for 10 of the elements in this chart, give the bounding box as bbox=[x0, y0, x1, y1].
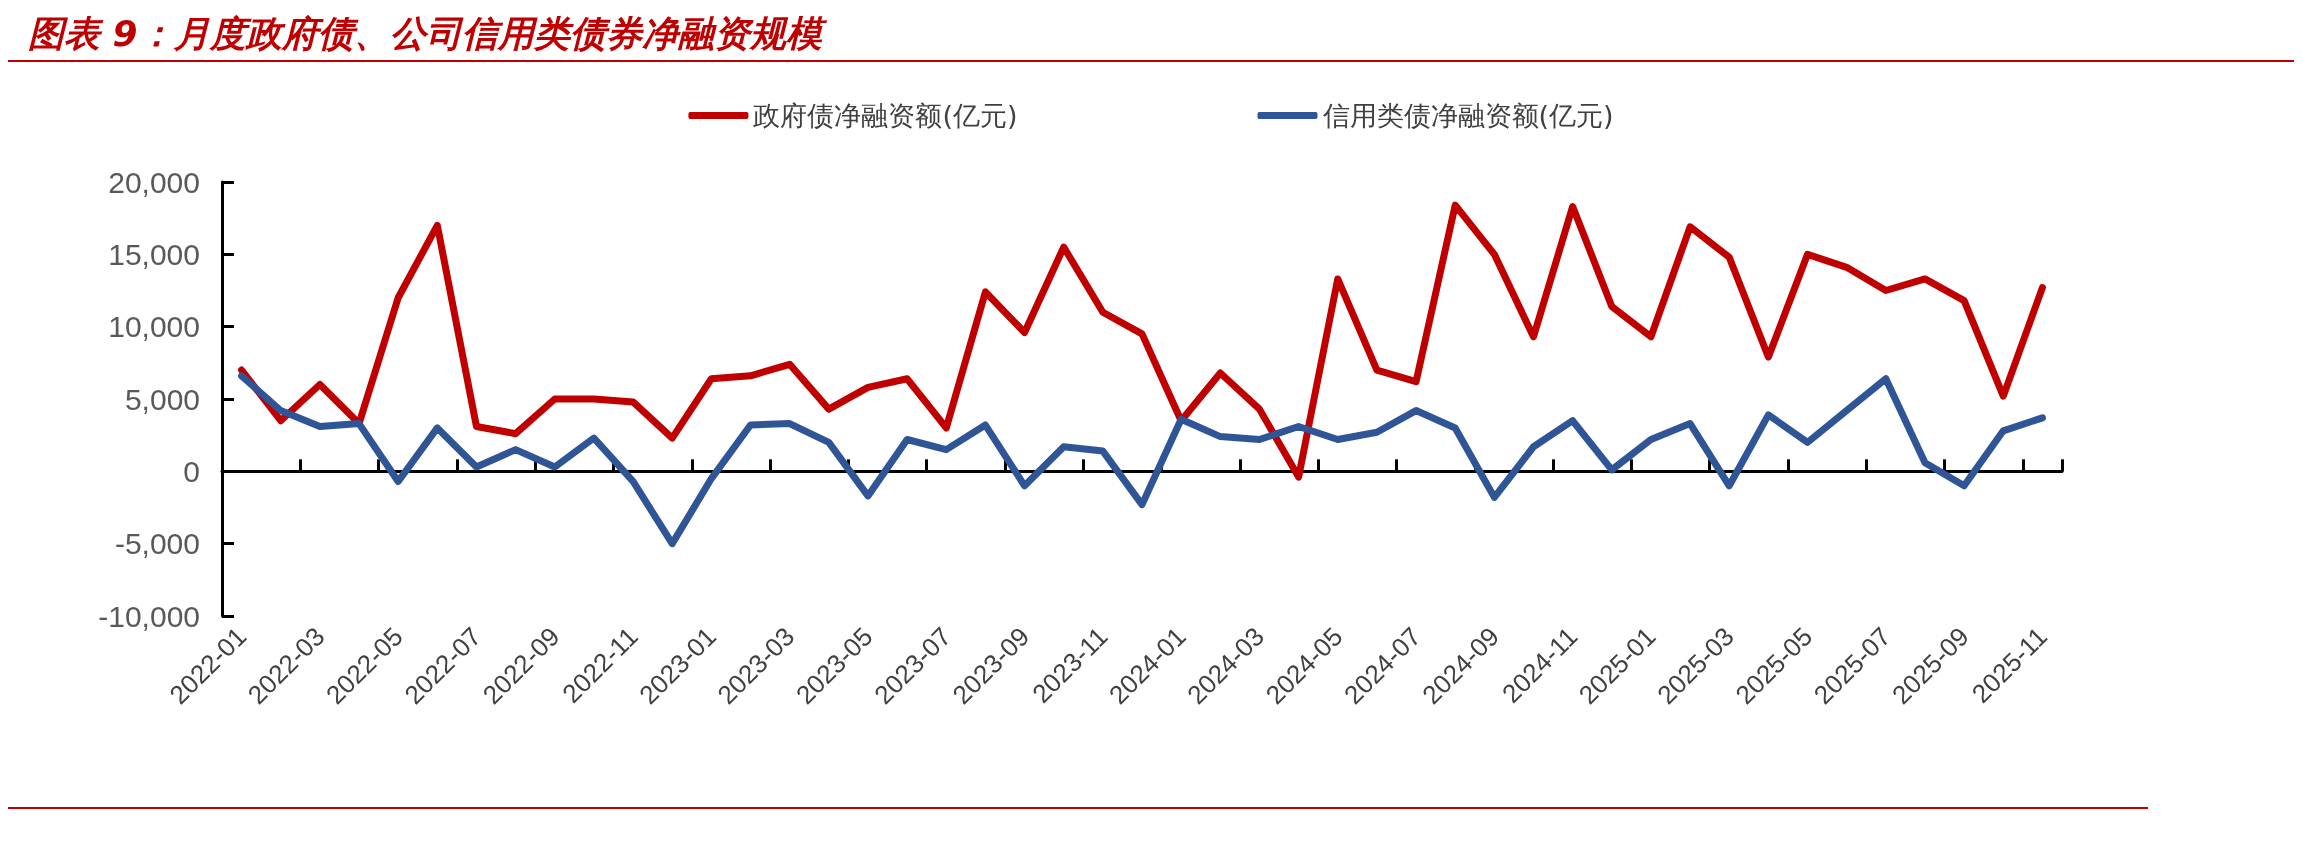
legend-label: 政府债净融资额(亿元) bbox=[753, 100, 1018, 131]
y-tick-label: 10,000 bbox=[108, 310, 200, 344]
y-tick-label: 0 bbox=[183, 454, 200, 488]
y-tick-label: 15,000 bbox=[108, 237, 200, 271]
y-tick-label: -10,000 bbox=[98, 599, 200, 633]
y-tick-label: 20,000 bbox=[108, 165, 200, 199]
y-tick-label: -5,000 bbox=[114, 527, 200, 561]
y-tick-label: 5,000 bbox=[124, 382, 200, 416]
chart-title: 图表 9：月度政府债、公司信用类债券净融资规模 bbox=[8, 8, 2294, 62]
legend-label: 信用类债净融资额(亿元) bbox=[1322, 100, 1614, 131]
